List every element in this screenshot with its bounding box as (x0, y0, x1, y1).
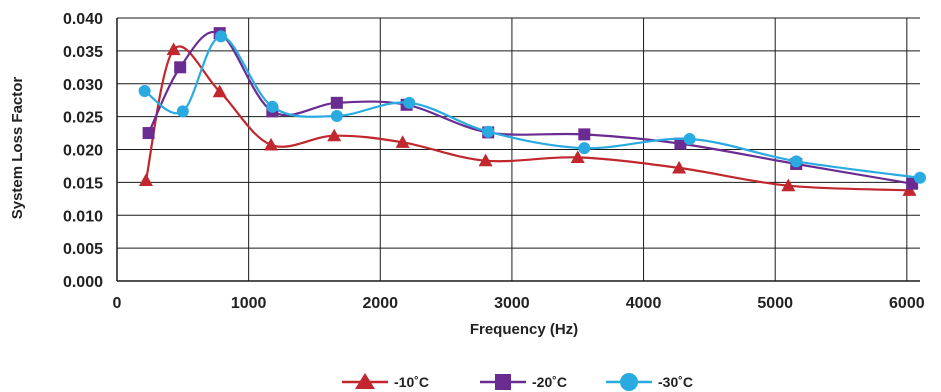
y-tick-label: 0.030 (63, 77, 103, 94)
y-tick-label: 0.025 (63, 110, 103, 127)
series-line (144, 45, 910, 192)
legend-marker (495, 374, 511, 390)
y-tick-label: 0.020 (63, 143, 103, 160)
y-tick-label: 0.000 (63, 274, 103, 291)
legend-item: -30˚C (606, 373, 693, 391)
data-point (672, 160, 687, 174)
tick-labels: 0.000 0.005 0.010 0.015 0.020 0.025 0.030 0.035… (63, 11, 925, 312)
series-line (143, 35, 921, 179)
data-point (395, 135, 410, 148)
data-point (327, 128, 342, 142)
legend-item: -20˚C (480, 374, 567, 390)
data-point (266, 100, 279, 113)
data-point (264, 137, 279, 151)
data-point (174, 61, 187, 74)
data-point (166, 42, 181, 56)
data-point (683, 132, 696, 145)
x-tick-label: 2000 (362, 295, 398, 312)
data-point (578, 142, 591, 155)
legend-label: -20˚C (532, 374, 567, 390)
legend-label: -10˚C (394, 374, 429, 390)
y-tick-label: 0.035 (63, 44, 103, 61)
series-3 (138, 30, 926, 184)
legend: -10˚C -20˚C -30˚C (342, 373, 693, 391)
data-point (330, 109, 343, 122)
series-1 (138, 42, 917, 196)
legend-marker (620, 373, 638, 391)
legend-marker (355, 373, 375, 389)
data-point (212, 84, 227, 98)
y-tick-label: 0.040 (63, 11, 103, 28)
x-tick-label: 0 (113, 295, 122, 312)
data-point (570, 150, 585, 163)
data-point (914, 171, 926, 184)
legend-label: -30˚C (658, 374, 693, 390)
axes (116, 18, 920, 282)
data-point (138, 84, 151, 97)
x-tick-label: 1000 (231, 295, 267, 312)
data-point (482, 125, 495, 138)
data-point (330, 96, 343, 109)
data-point (403, 96, 416, 109)
x-axis-title: Frequency (Hz) (470, 321, 578, 338)
data-point (674, 137, 687, 150)
legend-item: -10˚C (342, 373, 429, 390)
data-point (578, 128, 591, 141)
x-tick-label: 5000 (757, 295, 793, 312)
x-tick-label: 6000 (889, 295, 925, 312)
data-point (478, 153, 493, 167)
data-point (138, 173, 153, 187)
data-point (790, 155, 803, 168)
y-tick-label: 0.015 (63, 175, 103, 192)
series-group (138, 27, 926, 196)
data-point (214, 30, 227, 43)
data-point (176, 105, 189, 118)
x-tick-label: 3000 (494, 295, 530, 312)
y-axis-title: System Loss Factor (9, 77, 26, 220)
y-tick-label: 0.010 (63, 208, 103, 225)
x-tick-label: 4000 (626, 295, 662, 312)
y-tick-label: 0.005 (63, 241, 103, 258)
series-2 (142, 27, 919, 190)
data-point (142, 127, 155, 140)
data-point (781, 178, 796, 192)
